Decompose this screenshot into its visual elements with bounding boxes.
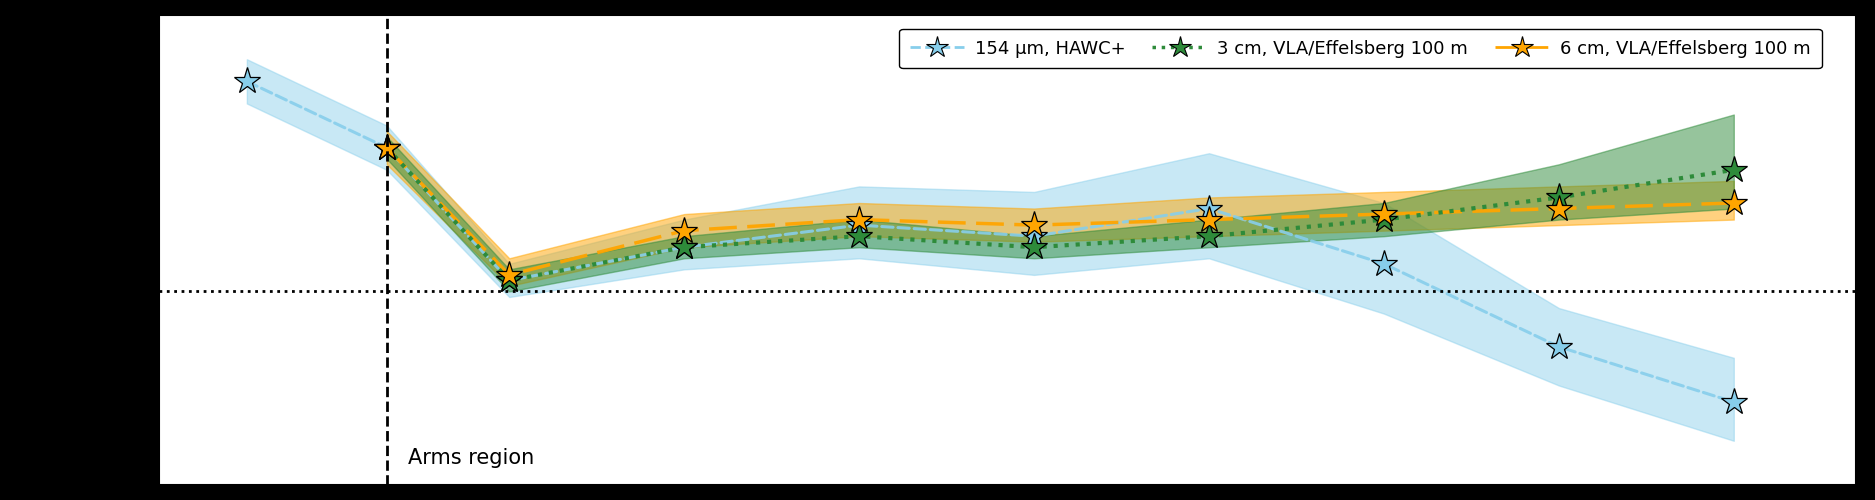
- Legend: 154 μm, HAWC+, 3 cm, VLA/Effelsberg 100 m, 6 cm, VLA/Effelsberg 100 m: 154 μm, HAWC+, 3 cm, VLA/Effelsberg 100 …: [898, 28, 1822, 68]
- Text: Arms region: Arms region: [407, 448, 534, 468]
